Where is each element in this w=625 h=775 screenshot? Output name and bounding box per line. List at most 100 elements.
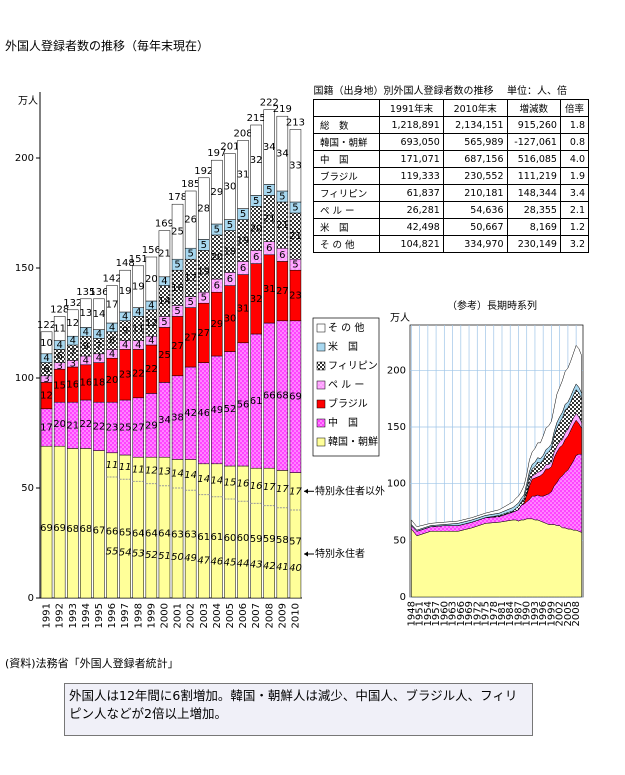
segment-label: 30 (224, 314, 237, 325)
segment-label: 21 (289, 231, 302, 242)
segment-label: 4 (122, 340, 128, 351)
segment-label: 68 (276, 391, 289, 402)
segment-label: 29 (145, 420, 158, 431)
segment-label: 10 (40, 338, 53, 349)
segment-label: 3 (70, 359, 76, 370)
x-tick-label: 2000 (159, 603, 170, 628)
segment-label: 12 (145, 318, 158, 329)
y-tick-label: 200 (387, 365, 406, 376)
x-tick-label: 2010 (290, 603, 301, 628)
x-tick-label: 1995 (94, 603, 105, 628)
segment-label: 20 (210, 252, 223, 263)
non-special-label: 17 (289, 486, 302, 497)
segment-label: 4 (96, 353, 102, 364)
segment-label: 60 (237, 533, 250, 544)
bar-segment (276, 115, 289, 192)
bar-segment (106, 285, 118, 324)
bar-segment (132, 265, 144, 308)
x-tick-label: 1999 (546, 601, 557, 626)
segment-label: 19 (237, 236, 250, 247)
total-label: 185 (181, 179, 200, 190)
table-cell: 1.2 (559, 218, 590, 236)
table-cell: 334,970 (442, 235, 508, 253)
y-tick-label: 150 (387, 422, 406, 433)
segment-label: 5 (161, 317, 167, 328)
segment-label: 20 (250, 223, 263, 234)
segment-label: 38 (171, 413, 184, 424)
segment-label: 4 (148, 336, 154, 347)
non-special-label: 17 (276, 484, 289, 495)
total-label: 197 (207, 148, 226, 159)
bar-segment (171, 459, 184, 599)
legend-label: 韓国・朝鮮 (328, 435, 378, 448)
table-title: 国籍（出身地）別外国人登録者数の推移 (313, 85, 494, 97)
segment-label: 16 (171, 283, 184, 294)
segment-label: 31 (237, 304, 250, 315)
total-label: 192 (194, 166, 213, 177)
segment-label: 67 (93, 525, 106, 536)
segment-label: 66 (106, 526, 119, 537)
table-cell: 171,071 (379, 150, 444, 168)
special-label: 41 (276, 562, 289, 573)
table-cell: 1.9 (559, 167, 590, 185)
x-tick-label: 1994 (81, 603, 92, 628)
table-cell: 2.1 (559, 201, 590, 219)
segment-label: 13 (79, 308, 92, 319)
data-table: 国籍（出身地）別外国人登録者数の推移 単位：人、倍 1991年末 2010年末 増減… (312, 81, 590, 253)
x-tick-label: 2005 (563, 601, 574, 626)
table-row: 総 数 1,218,891 2,134,151 915,260 1.8 (312, 116, 590, 134)
bar-segment (198, 177, 210, 240)
non-special-label: 11 (119, 462, 132, 473)
y-tick-label: 100 (15, 373, 34, 384)
unit-label: 万人 (390, 312, 410, 324)
segment-label: 3 (43, 374, 49, 385)
x-tick-label: 1999 (146, 603, 157, 628)
table-cell: 50,667 (442, 218, 508, 236)
special-label: 49 (184, 553, 197, 564)
bar-segment (119, 269, 131, 313)
non-special-label: 11 (106, 460, 119, 471)
non-special-label: 13 (158, 467, 171, 478)
total-label: 142 (103, 274, 122, 285)
segment-label: 19 (224, 247, 237, 258)
x-tick-label: 1993 (68, 603, 79, 628)
segment-label: 19 (119, 286, 132, 297)
x-tick-label: 2001 (173, 603, 184, 628)
segment-label: 4 (83, 327, 89, 338)
segment-label: 4 (135, 307, 141, 318)
segment-label: 25 (158, 350, 171, 361)
legend-label: ペ ル ー (328, 380, 364, 391)
x-tick-label: 1972 (472, 601, 483, 626)
special-label: 44 (237, 559, 250, 570)
legend-label: フィリピン (328, 360, 378, 372)
segment-label: 29 (210, 187, 223, 198)
segment-label: 68 (79, 524, 92, 535)
legend-swatch (316, 399, 326, 409)
table-cell: 中 国 (312, 150, 381, 168)
table-cell: 119,333 (379, 167, 444, 185)
total-label: 151 (129, 254, 148, 265)
bar-segment (93, 450, 105, 599)
bar-segment (67, 309, 79, 337)
table-cell: 3.2 (559, 235, 590, 253)
segment-label: 6 (227, 274, 233, 285)
table-cell: 693,050 (379, 133, 444, 151)
segment-label: 6 (266, 243, 272, 254)
segment-label: 4 (109, 349, 115, 360)
bar-segment (145, 456, 158, 599)
segment-label: 11 (53, 324, 66, 335)
x-tick-label: 1992 (55, 603, 66, 628)
bar-segment (93, 298, 105, 330)
segment-label: 18 (93, 377, 106, 388)
x-tick-label: 1966 (456, 601, 467, 626)
table-cell: そ の 他 (312, 235, 381, 253)
table-cell: 4.0 (559, 150, 590, 168)
segment-label: 57 (289, 536, 302, 547)
segment-label: 5 (187, 297, 193, 308)
annotation-label: 特別永住者 (315, 547, 365, 560)
header-cell (312, 99, 381, 117)
x-tick-label: 2008 (264, 603, 275, 628)
legend-swatch (316, 361, 326, 371)
